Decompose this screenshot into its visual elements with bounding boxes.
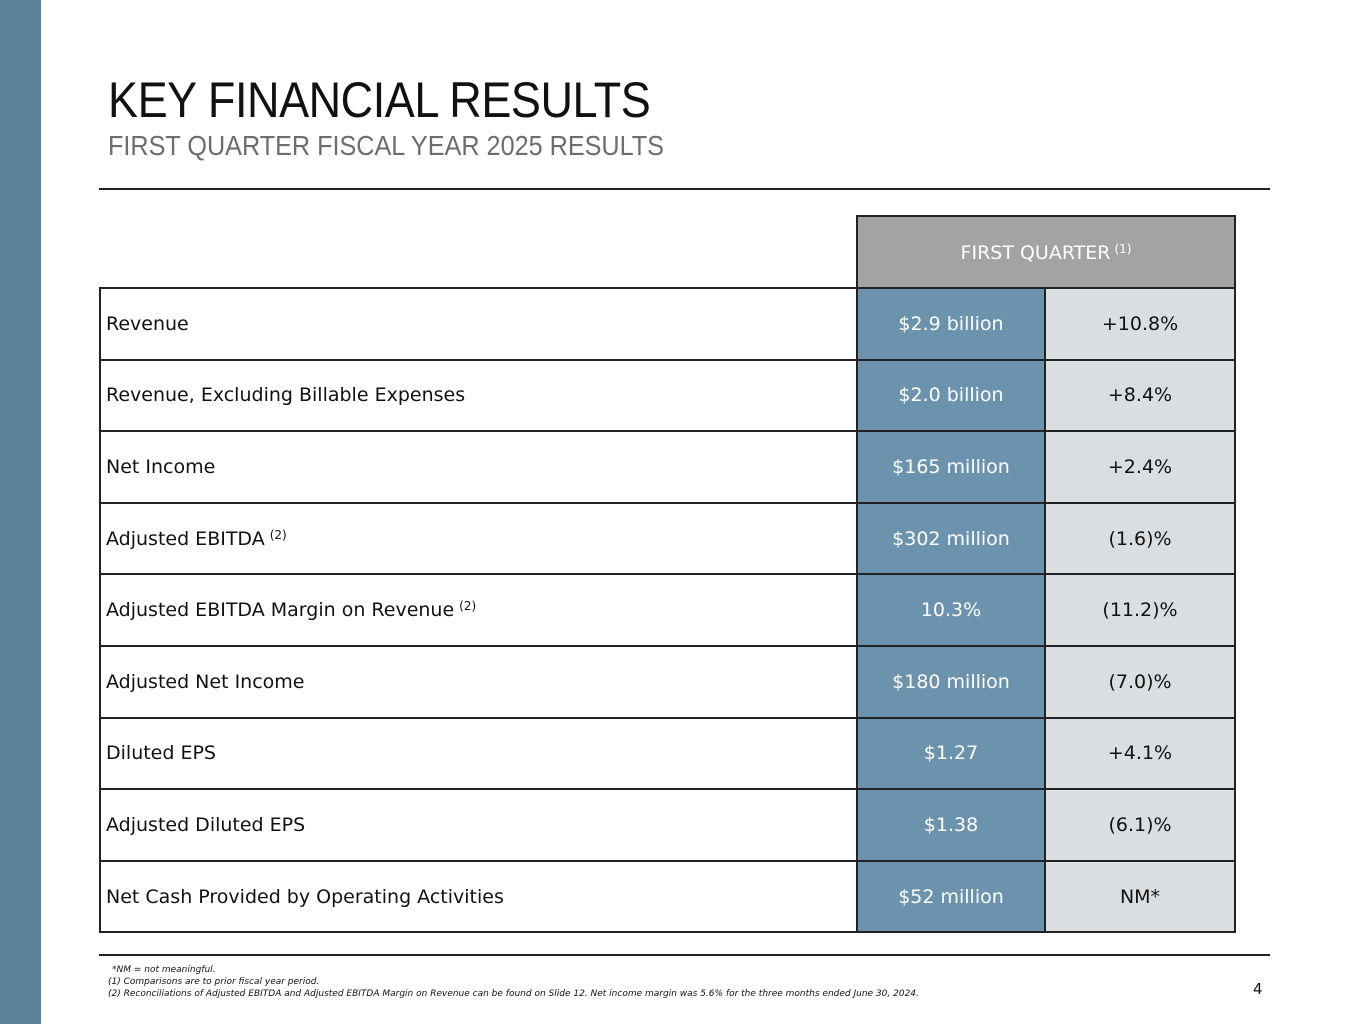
row-value: $180 million (856, 646, 1046, 717)
row-label-text: Revenue (106, 312, 189, 335)
row-label-note: (2) (459, 599, 477, 614)
row-value: $165 million (856, 432, 1046, 502)
row-value: $2.0 billion (856, 360, 1046, 431)
row-value: $52 million (856, 861, 1046, 932)
table-row: Net Cash Provided by Operating Activitie… (99, 861, 1236, 934)
table-row: Adjusted EBITDA Margin on Revenue (2) 10.… (99, 575, 1236, 647)
column-header-first-quarter: FIRST QUARTER (1) (856, 215, 1236, 289)
row-label-text: Net Income (106, 455, 216, 478)
row-label-text: Adjusted Diluted EPS (106, 813, 306, 836)
row-label-text: Adjusted EBITDA Margin on Revenue (106, 599, 455, 622)
row-change: +2.4% (1046, 432, 1236, 502)
table-row: Adjusted Net Income $180 million (7.0)% (99, 646, 1236, 719)
row-change: (1.6)% (1046, 503, 1236, 574)
row-value: $1.38 (856, 790, 1046, 860)
table-row: Diluted EPS $1.27 +4.1% (99, 718, 1236, 791)
table-row: Adjusted Diluted EPS $1.38 (6.1)% (99, 790, 1236, 862)
bottom-divider (99, 954, 1270, 956)
row-label-text: Adjusted Net Income (106, 670, 305, 693)
row-label: Revenue (99, 289, 856, 359)
table-row: Revenue $2.9 billion +10.8% (99, 289, 1236, 361)
row-label: Diluted EPS (99, 718, 856, 789)
table-row: Net Income $165 million +2.4% (99, 432, 1236, 504)
column-header-note: (1) (1114, 242, 1132, 256)
row-label: Adjusted EBITDA (2) (99, 503, 856, 574)
row-change: (11.2)% (1046, 575, 1236, 645)
footnote: (2) Reconciliations of Adjusted EBITDA a… (108, 989, 919, 999)
top-divider (99, 188, 1270, 190)
page-number: 4 (1253, 980, 1263, 998)
row-label-note: (2) (269, 527, 287, 542)
side-accent-bar (0, 0, 41, 1024)
column-header-label: FIRST QUARTER (960, 242, 1111, 264)
row-label: Revenue, Excluding Billable Expenses (99, 360, 856, 431)
row-value: $2.9 billion (856, 289, 1046, 359)
row-value: $1.27 (856, 718, 1046, 789)
row-label: Net Cash Provided by Operating Activitie… (99, 861, 856, 932)
page-subtitle: FIRST QUARTER FISCAL YEAR 2025 RESULTS (108, 130, 664, 161)
row-label-text: Revenue, Excluding Billable Expenses (106, 384, 466, 407)
row-change: +8.4% (1046, 360, 1236, 431)
row-value: $302 million (856, 503, 1046, 574)
table-row: Adjusted EBITDA (2) $302 million (1.6)% (99, 503, 1236, 576)
footnote: *NM = not meaningful. (112, 965, 216, 975)
row-label-text: Adjusted EBITDA (106, 527, 265, 550)
footnote: (1) Comparisons are to prior fiscal year… (108, 977, 320, 987)
row-label: Adjusted Diluted EPS (99, 790, 856, 860)
row-change: NM* (1046, 861, 1236, 932)
row-label-text: Net Cash Provided by Operating Activitie… (106, 885, 504, 908)
row-label: Net Income (99, 432, 856, 502)
row-value: 10.3% (856, 575, 1046, 645)
row-label-text: Diluted EPS (106, 742, 216, 765)
footnotes: *NM = not meaningful. (1) Comparisons ar… (108, 964, 919, 1000)
row-label: Adjusted Net Income (99, 646, 856, 717)
row-change: (6.1)% (1046, 790, 1236, 860)
row-change: +10.8% (1046, 289, 1236, 359)
page-title: KEY FINANCIAL RESULTS (108, 72, 651, 128)
row-change: +4.1% (1046, 718, 1236, 789)
row-change: (7.0)% (1046, 646, 1236, 717)
row-label: Adjusted EBITDA Margin on Revenue (2) (99, 575, 856, 645)
table-row: Revenue, Excluding Billable Expenses $2.… (99, 360, 1236, 433)
financial-results-table: Revenue $2.9 billion +10.8% Revenue, Exc… (99, 287, 1236, 934)
